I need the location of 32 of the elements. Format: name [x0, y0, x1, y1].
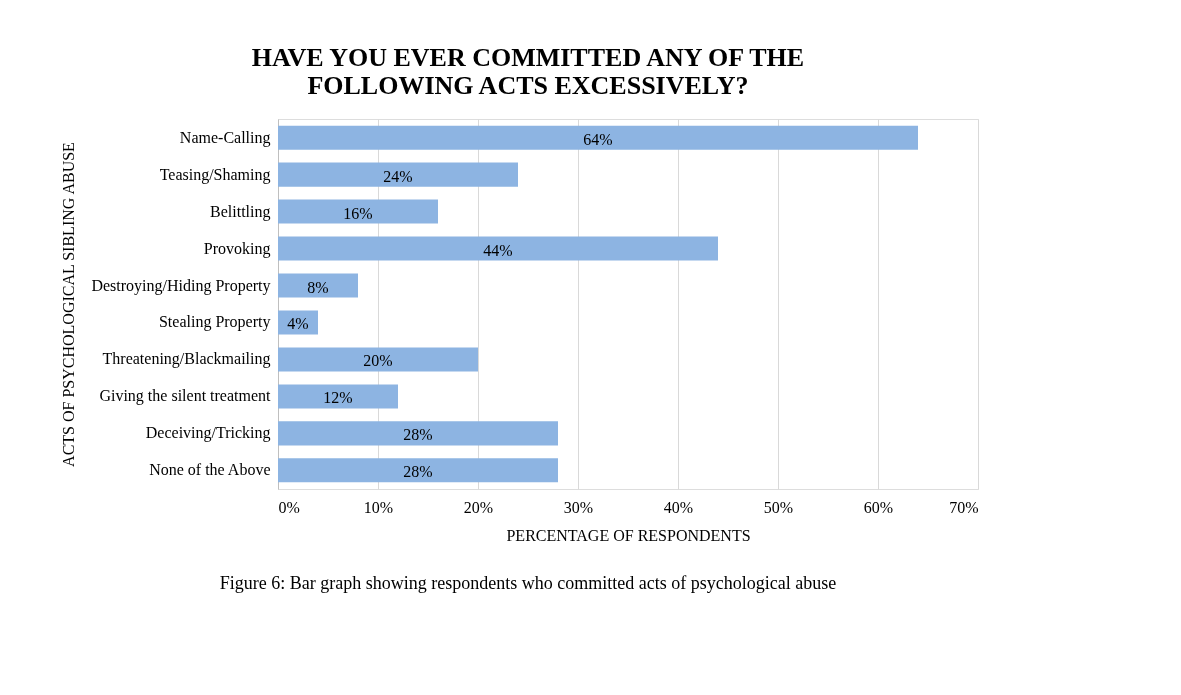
data-label: 16%: [343, 204, 373, 222]
x-tick-label: 70%: [949, 498, 979, 516]
y-tick-label: Stealing Property: [158, 313, 271, 332]
x-tick-label: 10%: [363, 498, 394, 516]
data-label: 12%: [323, 389, 353, 407]
data-label: 44%: [483, 241, 513, 259]
x-tick-label: 40%: [663, 498, 694, 516]
y-tick-label: Belittling: [210, 202, 271, 221]
data-label: 24%: [383, 167, 413, 185]
y-tick-label: Threatening/Blackmailing: [102, 350, 271, 369]
x-tick-label: 60%: [863, 498, 894, 516]
y-axis-title: ACTS OF PSYCHOLOGICAL SIBLING ABUSE: [60, 142, 78, 467]
x-tick-label: 50%: [763, 498, 794, 516]
y-tick-label: Provoking: [203, 239, 271, 258]
data-label: 64%: [583, 130, 613, 148]
caption: Figure 6: Bar graph showing respondents who committed acts of psychological abuse: [219, 573, 837, 593]
x-axis-title: PERCENTAGE OF RESPONDENTS: [506, 526, 751, 544]
data-label: 8%: [307, 278, 329, 296]
data-label: 4%: [287, 315, 309, 333]
y-tick-label: None of the Above: [149, 461, 271, 479]
data-label: 20%: [363, 352, 393, 370]
y-tick-label: Destroying/Hiding Property: [91, 276, 271, 295]
y-tick-label: Teasing/Shaming: [159, 165, 271, 184]
chart-title: HAVE YOU EVER COMMITTED ANY OF THE FOLLOWING ACTS EXCESSIVELY?: [251, 43, 805, 100]
y-tick-label: Name-Calling: [179, 128, 271, 147]
x-tick-label: 0%: [278, 498, 300, 516]
x-tick-label: 20%: [463, 498, 494, 516]
data-label: 28%: [403, 463, 433, 481]
data-label: 28%: [403, 426, 433, 444]
x-tick-label: 30%: [563, 498, 594, 516]
y-tick-label: Giving the silent treatment: [99, 387, 272, 406]
y-tick-label: Deceiving/Tricking: [145, 424, 271, 443]
